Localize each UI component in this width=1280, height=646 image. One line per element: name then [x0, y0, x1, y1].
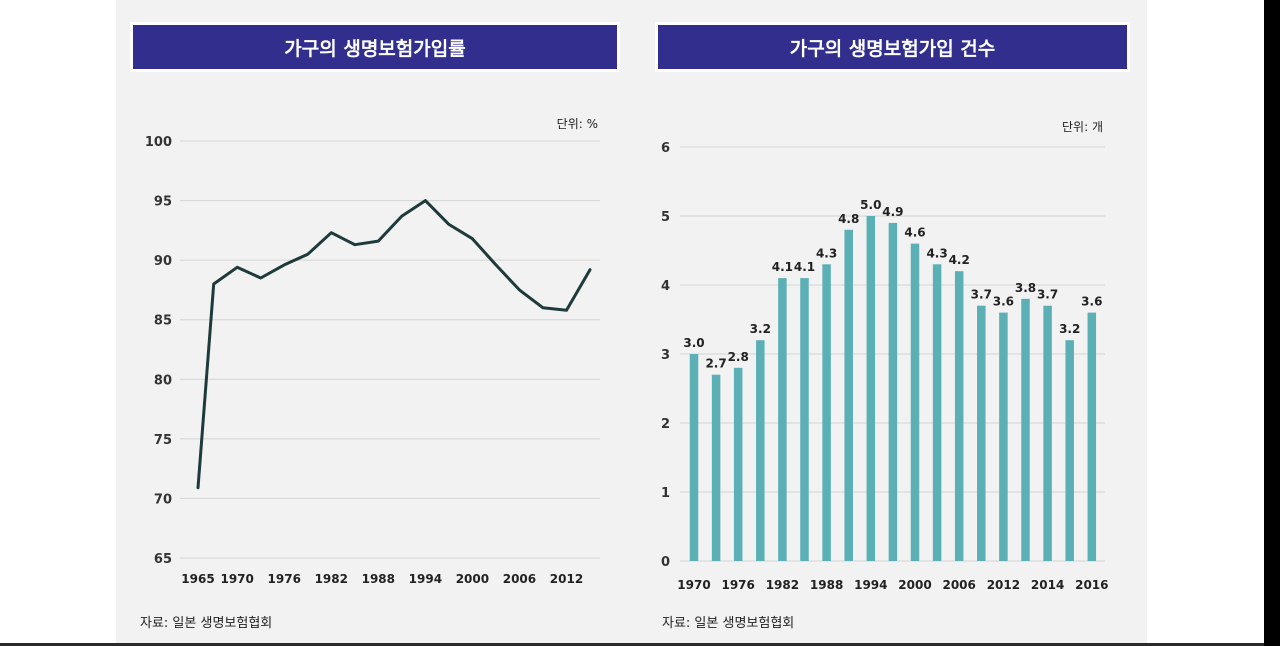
bar — [954, 271, 964, 561]
data-label: 2.7 — [705, 357, 726, 371]
data-label: 3.0 — [683, 336, 704, 350]
bar — [756, 340, 765, 561]
y-tick-label: 4 — [661, 279, 670, 294]
bar-chart-source: 자료: 일본 생명보험협회 — [662, 616, 795, 631]
y-tick-label: 90 — [154, 254, 172, 269]
data-label: 3.7 — [971, 288, 992, 302]
data-label: 3.2 — [1059, 322, 1080, 336]
bar — [999, 312, 1008, 561]
bar — [822, 264, 831, 561]
bar — [1065, 340, 1074, 561]
data-label: 4.8 — [838, 212, 859, 226]
bar — [733, 367, 743, 561]
x-tick-label: 1976 — [268, 572, 301, 586]
bar — [866, 216, 876, 561]
y-tick-label: 0 — [661, 555, 670, 570]
y-tick-label: 75 — [154, 433, 172, 448]
bar — [1043, 305, 1052, 561]
y-tick-label: 2 — [661, 417, 670, 432]
y-tick-label: 80 — [154, 373, 172, 388]
line-chart-title: 가구의 생명보험가입률 — [130, 22, 620, 72]
bar — [932, 264, 942, 561]
x-tick-label: 1970 — [220, 572, 253, 586]
data-label: 5.0 — [860, 198, 881, 212]
x-tick-label: 2006 — [942, 578, 975, 592]
x-tick-label: 1965 — [181, 572, 214, 586]
data-label: 4.6 — [904, 226, 925, 240]
data-label: 3.7 — [1037, 288, 1058, 302]
y-tick-label: 6 — [661, 141, 670, 156]
data-label: 3.6 — [1081, 295, 1102, 309]
y-tick-label: 100 — [145, 135, 172, 150]
y-tick-label: 70 — [154, 492, 172, 507]
y-tick-label: 3 — [661, 348, 670, 363]
y-tick-label: 95 — [154, 195, 172, 210]
x-tick-label: 1976 — [721, 578, 754, 592]
data-label: 3.8 — [1015, 281, 1036, 295]
y-tick-label: 5 — [661, 210, 670, 225]
y-tick-label: 85 — [154, 314, 172, 329]
bar — [711, 374, 721, 561]
bottom-border — [0, 643, 1264, 646]
data-label: 3.2 — [750, 322, 771, 336]
window-edge — [1264, 0, 1280, 646]
data-label: 4.9 — [882, 205, 903, 219]
x-tick-label: 1988 — [810, 578, 843, 592]
bar — [1021, 298, 1030, 561]
x-tick-label: 2000 — [456, 572, 489, 586]
x-tick-label: 1994 — [409, 572, 442, 586]
unit-label: 단위: 개 — [1062, 120, 1103, 134]
bar — [1087, 312, 1097, 561]
data-label: 3.6 — [993, 295, 1014, 309]
data-label: 4.3 — [926, 246, 947, 260]
x-tick-label: 1970 — [677, 578, 710, 592]
line-chart-source: 자료: 일본 생명보험협회 — [140, 616, 273, 631]
bar — [800, 278, 809, 561]
bar — [778, 278, 787, 561]
bar — [888, 222, 898, 561]
x-tick-label: 1994 — [854, 578, 887, 592]
bar-chart-title: 가구의 생명보험가입 건수 — [655, 22, 1130, 72]
unit-label: 단위: % — [557, 117, 598, 131]
bar — [977, 305, 986, 561]
x-tick-label: 2012 — [550, 572, 583, 586]
x-tick-label: 2012 — [987, 578, 1020, 592]
bar — [844, 229, 853, 562]
x-tick-label: 1988 — [362, 572, 395, 586]
line-chart: 65 70 75 80 85 90 95 100 1965 1970 1976 1982 1988 199… — [145, 117, 600, 586]
bar — [910, 243, 920, 561]
data-label: 2.8 — [728, 350, 749, 364]
x-tick-label: 2014 — [1031, 578, 1064, 592]
data-label: 4.1 — [772, 260, 793, 274]
x-tick-label: 2000 — [898, 578, 931, 592]
x-tick-label: 2006 — [503, 572, 536, 586]
data-label: 4.2 — [949, 253, 970, 267]
data-label: 4.3 — [816, 246, 837, 260]
y-tick-label: 1 — [661, 486, 670, 501]
bar — [689, 354, 699, 561]
x-tick-label: 1982 — [315, 572, 348, 586]
x-tick-label: 1982 — [766, 578, 799, 592]
x-tick-label: 2016 — [1075, 578, 1108, 592]
series-line — [196, 199, 592, 490]
data-label: 4.1 — [794, 260, 815, 274]
y-tick-label: 65 — [154, 552, 172, 567]
chart-panel — [116, 0, 1147, 643]
